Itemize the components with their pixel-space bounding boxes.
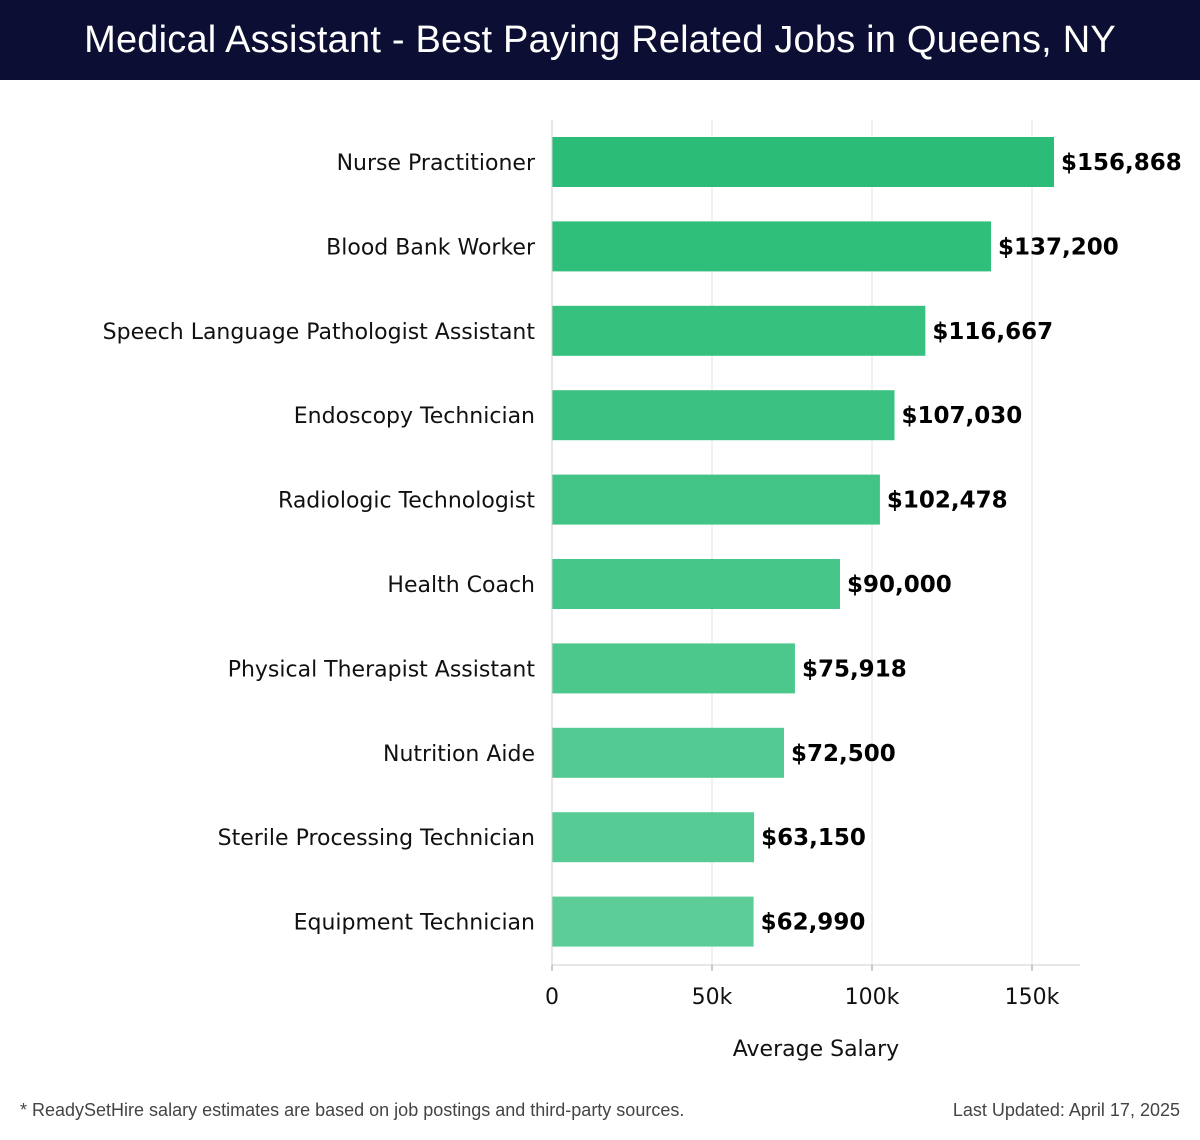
bar-value-label: $75,918	[802, 656, 907, 682]
category-label: Speech Language Pathologist Assistant	[103, 320, 536, 345]
bar-value-label: $90,000	[847, 572, 952, 598]
bar	[552, 812, 755, 863]
last-updated: Last Updated: April 17, 2025	[952, 1100, 1180, 1120]
bar-value-label: $107,030	[901, 403, 1022, 429]
category-label: Equipment Technician	[294, 911, 535, 936]
bar-value-label: $102,478	[887, 488, 1008, 514]
bar-value-label: $156,868	[1061, 150, 1182, 176]
bar	[552, 896, 754, 947]
bar-value-label: $137,200	[998, 234, 1119, 260]
bar	[552, 137, 1054, 187]
bar	[552, 474, 880, 525]
category-label: Nutrition Aide	[383, 742, 535, 767]
bar-value-label: $62,990	[761, 910, 866, 936]
bar	[552, 643, 795, 694]
category-label: Health Coach	[387, 573, 535, 598]
chart-title: Medical Assistant - Best Paying Related …	[84, 18, 1116, 61]
bar-value-label: $116,667	[932, 319, 1053, 345]
chart-title-bar: Medical Assistant - Best Paying Related …	[0, 0, 1200, 80]
bar	[552, 727, 784, 778]
bar	[552, 305, 926, 356]
x-axis-title: Average Salary	[733, 1037, 899, 1062]
x-tick-label: 150k	[1005, 985, 1060, 1010]
x-tick-label: 100k	[845, 985, 900, 1010]
category-label: Blood Bank Worker	[326, 235, 536, 260]
bar-chart: $156,868 Nurse Practitioner $137,200 Blood …	[103, 120, 1182, 1062]
bar-value-label: $63,150	[761, 825, 866, 851]
bar	[552, 390, 895, 441]
bar-value-label: $72,500	[791, 741, 896, 767]
footer-note: * ReadySetHire salary estimates are base…	[20, 1100, 685, 1120]
x-tick-label: 50k	[692, 985, 733, 1010]
category-label: Physical Therapist Assistant	[228, 657, 536, 682]
category-label: Endoscopy Technician	[294, 404, 535, 429]
bar	[552, 559, 840, 609]
category-label: Sterile Processing Technician	[218, 826, 535, 851]
category-label: Nurse Practitioner	[337, 151, 536, 176]
bar	[552, 221, 992, 272]
x-tick-label: 0	[545, 985, 559, 1010]
category-label: Radiologic Technologist	[278, 489, 535, 514]
